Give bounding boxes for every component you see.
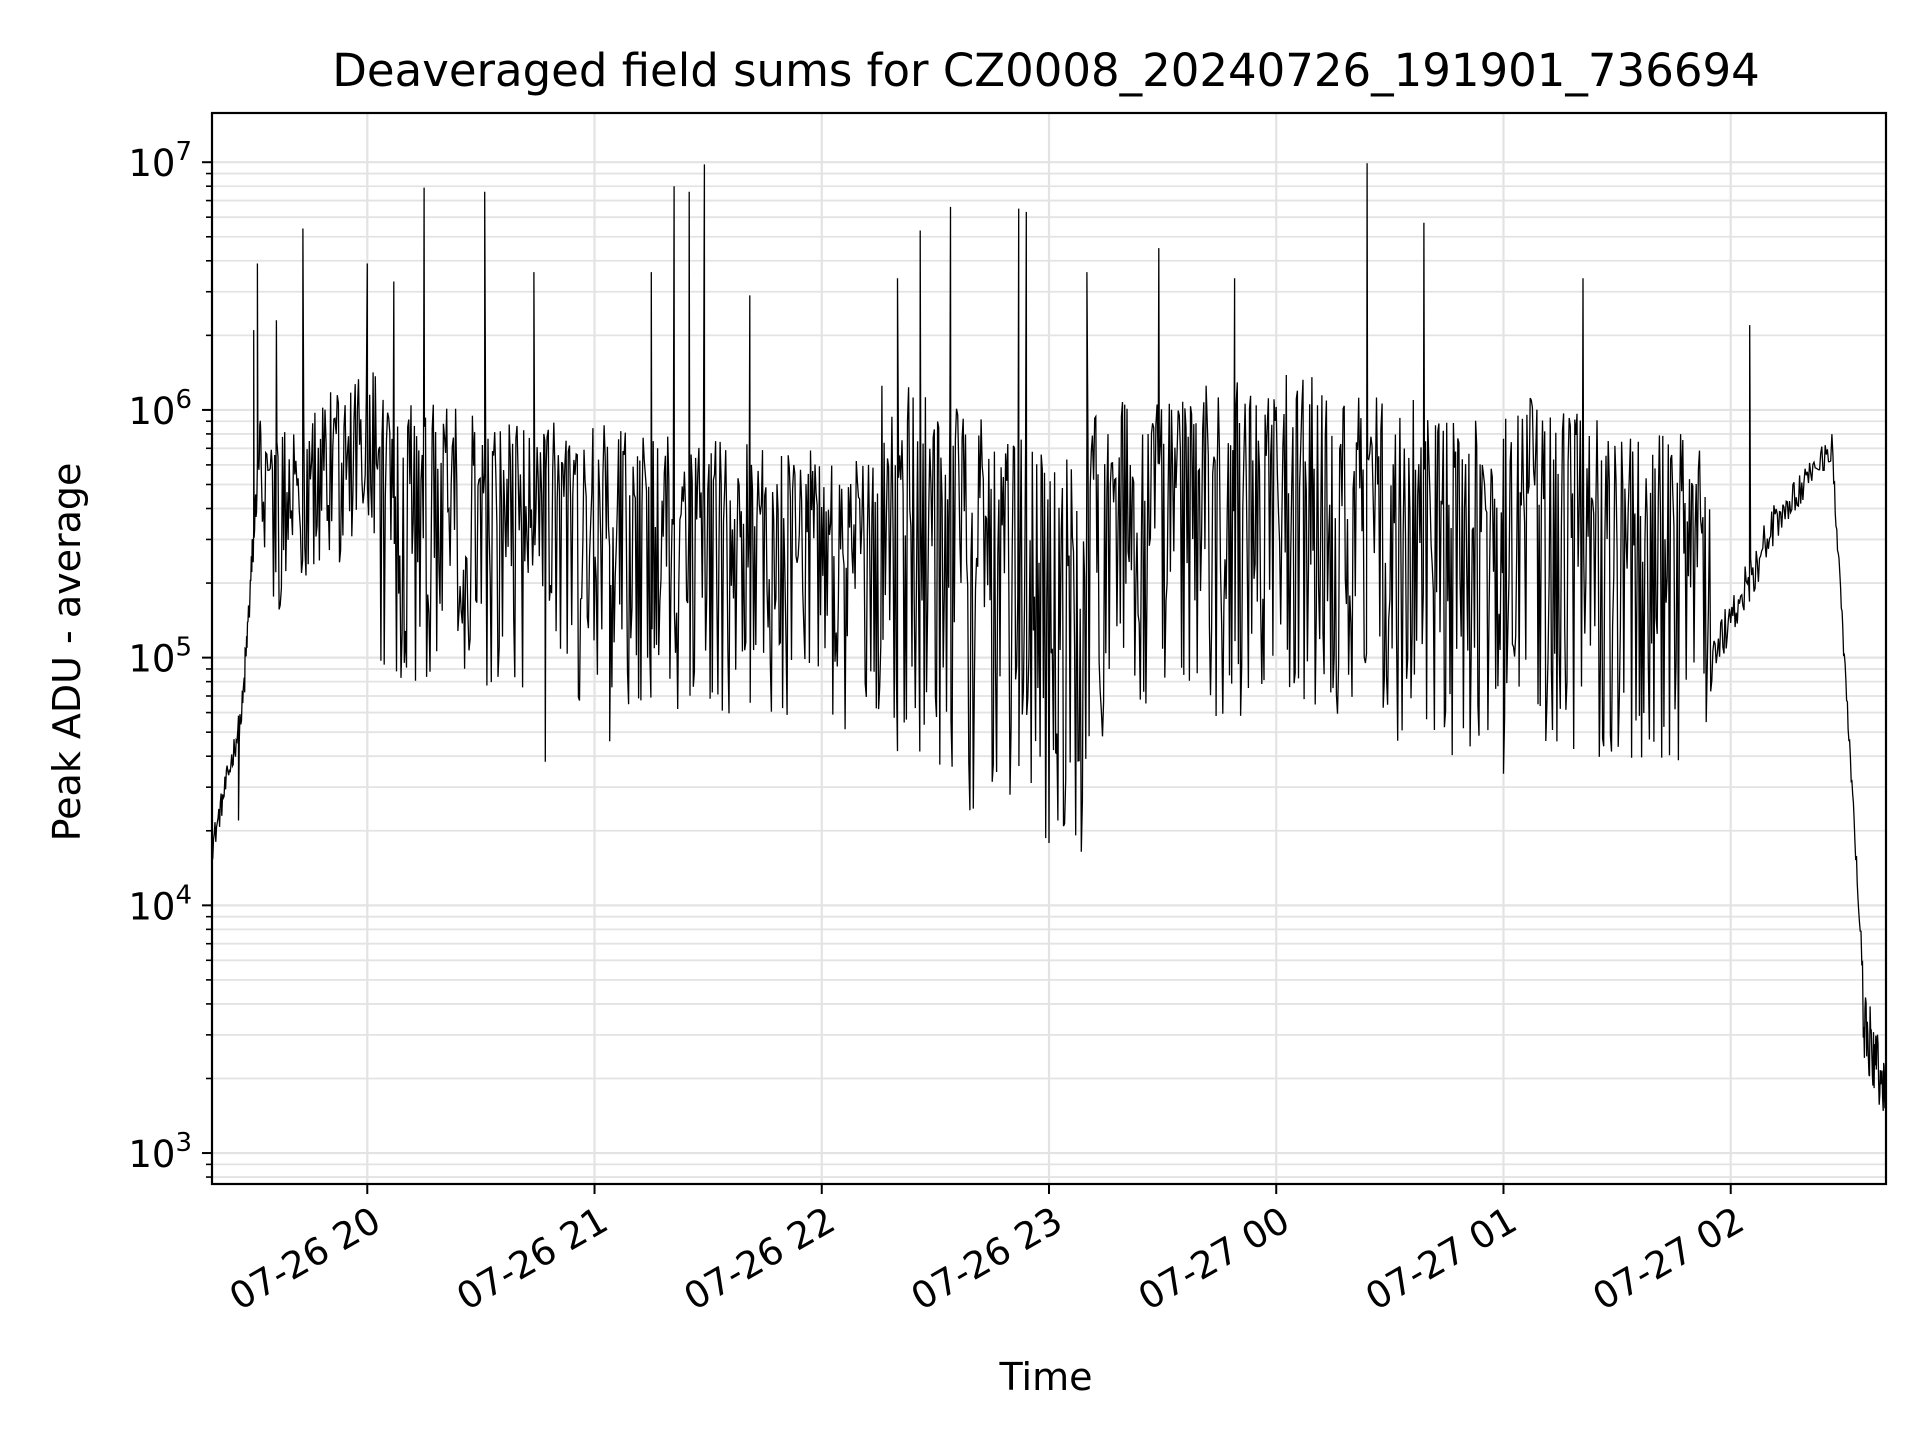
y-tick-label-exponent: 4 bbox=[175, 880, 192, 910]
y-tick-label-base: 10 bbox=[128, 885, 175, 928]
y-tick-label: 103 bbox=[128, 1128, 192, 1176]
y-axis-label: Peak ADU - average bbox=[45, 463, 89, 842]
y-tick-label: 105 bbox=[128, 633, 192, 681]
y-tick-label: 104 bbox=[128, 880, 192, 928]
y-tick-label-exponent: 5 bbox=[175, 633, 192, 663]
chart-title: Deaveraged field sums for CZ0008_2024072… bbox=[332, 44, 1759, 97]
y-tick-label-base: 10 bbox=[128, 390, 175, 433]
y-tick-label-exponent: 7 bbox=[175, 137, 192, 167]
y-tick-label-base: 10 bbox=[128, 638, 175, 681]
y-tick-label-exponent: 6 bbox=[175, 385, 192, 415]
y-tick-label: 107 bbox=[128, 137, 192, 185]
y-tick-label: 106 bbox=[128, 385, 192, 433]
x-axis-label: Time bbox=[999, 1355, 1093, 1399]
series-line bbox=[212, 163, 1886, 1111]
y-tick-label-base: 10 bbox=[128, 142, 175, 185]
y-tick-label-base: 10 bbox=[128, 1133, 175, 1176]
y-tick-label-exponent: 3 bbox=[175, 1128, 192, 1158]
